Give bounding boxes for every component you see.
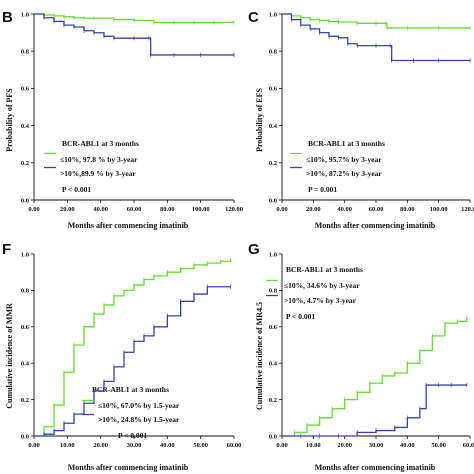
x-tick-label-b: 60.00: [127, 206, 142, 213]
y-tick-label-f: 0.8: [21, 288, 30, 295]
y-tick-label-c: 0.4: [269, 123, 278, 130]
x-tick-label-c: 20.00: [306, 206, 321, 213]
y-tick-label-c: 1.0: [269, 11, 277, 18]
x-tick-label-c: 40.00: [337, 206, 352, 213]
x-tick-label-b: 0.00: [28, 206, 39, 213]
y-tick-label-c: 0.2: [269, 160, 277, 167]
p-value-f: P < 0.001: [118, 431, 147, 440]
legend-entry-f-high: >10%, 24.8% by 1.5-year: [98, 415, 180, 424]
y-tick-label-f: 0.6: [21, 324, 30, 331]
x-tick-label-f: 10.00: [60, 442, 75, 449]
x-tick-label-c: 60.00: [369, 206, 384, 213]
x-tick-label-g: 0.00: [276, 442, 287, 449]
panel-f: F Cumulative incidence of MMR Months aft…: [2, 241, 241, 472]
legend-entry-c-high: >10%, 87.2% by 3-year: [306, 169, 382, 178]
x-tick-label-c: 80.00: [400, 206, 415, 213]
x-axis-title-c: Months after commencing imatinib: [315, 221, 436, 230]
x-tick-label-f: 0.00: [28, 442, 39, 449]
legend-title-f: BCR-ABL1 at 3 months: [92, 385, 169, 394]
y-tick-label-g: 0.8: [269, 288, 278, 295]
x-tick-label-g: 40.00: [400, 442, 415, 449]
legend-title-g: BCR-ABL1 at 3 months: [286, 265, 363, 274]
y-tick-label-f: 0.4: [21, 361, 30, 368]
x-tick-label-c: 0.00: [276, 206, 287, 213]
y-tick-label-f: 1.0: [21, 251, 29, 258]
y-tick-label-g: 1.0: [269, 251, 277, 258]
x-tick-label-b: 40.00: [93, 206, 108, 213]
y-tick-label-b: 0.6: [21, 86, 30, 93]
p-value-g: P < 0.001: [286, 312, 315, 321]
y-tick-label-g: 0.2: [269, 397, 277, 404]
p-value-c: P = 0.001: [308, 185, 337, 194]
y-tick-label-c: 0.6: [269, 86, 278, 93]
x-tick-label-b: 120.00: [225, 206, 243, 213]
x-tick-label-g: 20.00: [337, 442, 352, 449]
x-tick-label-g: 10.00: [306, 442, 321, 449]
legend-entry-f-low: ≤10%, 67.0% by 1.5-year: [98, 401, 180, 410]
y-tick-label-g: 0.4: [269, 361, 278, 368]
x-axis-title-f: Months after commencing imatinib: [68, 463, 189, 472]
y-tick-label-b: 0.2: [21, 160, 29, 167]
x-tick-label-b: 80.00: [160, 206, 175, 213]
p-value-b: P < 0.001: [62, 185, 91, 194]
panel-letter-f: F: [2, 241, 11, 258]
panel-g: G Cumulative incidence of MR4.5 Months a…: [248, 241, 474, 472]
x-tick-label-f: 60.00: [227, 442, 242, 449]
legend-title-b: BCR-ABL1 at 3 months: [62, 139, 139, 148]
panel-b: B Probability of PFS Months after commen…: [2, 9, 243, 230]
x-tick-label-c: 100.00: [430, 206, 448, 213]
y-tick-label-f: 0.2: [21, 397, 29, 404]
y-tick-label-g: 0.0: [269, 433, 277, 440]
series-line-f-high: [34, 286, 231, 437]
panel-letter-b: B: [2, 9, 13, 26]
legend-entry-g-low: ≤10%, 34.6% by 3-year: [284, 281, 360, 290]
x-tick-label-c: 120.00: [461, 206, 474, 213]
panel-letter-g: G: [248, 241, 260, 258]
legend-entry-b-high: >10%,89.9 % by 3-year: [60, 169, 136, 178]
x-tick-label-f: 40.00: [160, 442, 175, 449]
series-line-g-high: [282, 384, 467, 437]
series-line-g-low: [282, 317, 468, 437]
y-tick-label-b: 0.0: [21, 197, 29, 204]
legend-entry-c-low: ≤10%, 95.7% by 3-year: [306, 155, 382, 164]
x-tick-label-g: 30.00: [369, 442, 384, 449]
y-tick-label-g: 0.6: [269, 324, 278, 331]
y-tick-label-f: 0.0: [21, 433, 29, 440]
y-tick-label-c: 0.0: [269, 197, 277, 204]
x-axis-title-g: Months after commencing imatinib: [315, 463, 436, 472]
y-tick-label-b: 0.4: [21, 123, 30, 130]
x-tick-label-f: 20.00: [93, 442, 108, 449]
x-tick-label-b: 20.00: [60, 206, 75, 213]
x-tick-label-b: 100.00: [192, 206, 210, 213]
x-tick-label-f: 30.00: [127, 442, 142, 449]
y-tick-label-b: 0.8: [21, 49, 30, 56]
x-axis-title-b: Months after commencing imatinib: [68, 221, 189, 230]
x-tick-label-g: 60.00: [463, 442, 474, 449]
y-axis-title-f: Cumulative incidence of MMR: [5, 303, 14, 409]
x-tick-label-f: 50.00: [193, 442, 208, 449]
legend-entry-g-high: >10%, 4.7% by 3-year: [284, 296, 357, 305]
y-tick-label-c: 0.8: [269, 49, 278, 56]
x-tick-label-g: 50.00: [431, 442, 446, 449]
legend-entry-b-low: ≤10%, 97.8 % by 3-year: [60, 155, 138, 164]
y-axis-title-b: Probability of PFS: [5, 88, 14, 152]
y-tick-label-b: 1.0: [21, 11, 29, 18]
y-axis-title-g: Cumulative incidence of MR4.5: [255, 302, 264, 410]
legend-title-c: BCR-ABL1 at 3 months: [308, 139, 385, 148]
panel-c: C Probability of EFS Months after commen…: [248, 9, 474, 230]
panel-letter-c: C: [248, 9, 259, 26]
y-axis-title-c: Probability of EFS: [255, 88, 264, 152]
